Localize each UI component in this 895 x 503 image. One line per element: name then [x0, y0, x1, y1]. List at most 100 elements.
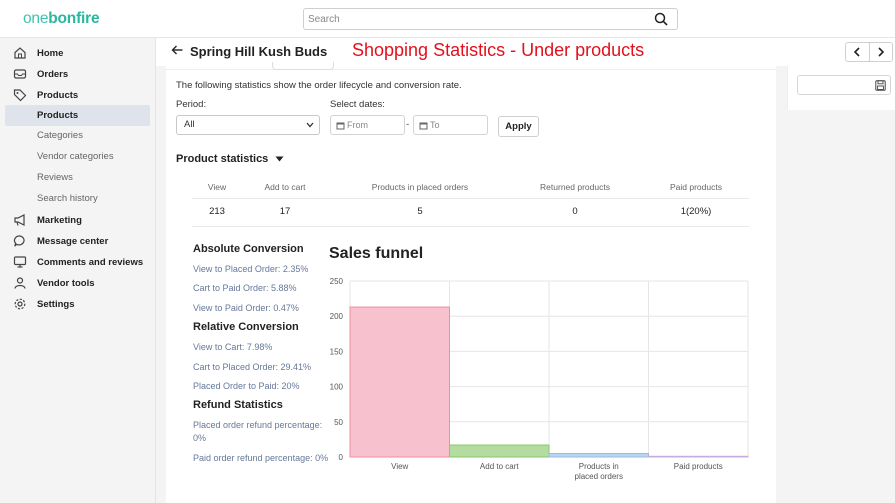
table-header-view: View	[207, 182, 227, 192]
search-box	[303, 8, 678, 30]
x-tick-label: Paid products	[674, 462, 723, 471]
user-icon	[14, 277, 26, 289]
megaphone-icon	[14, 214, 25, 226]
y-tick-label: 200	[330, 312, 344, 321]
chevron-down-icon	[306, 122, 314, 128]
panel-divider	[166, 66, 776, 70]
relative-conversion-title: Relative Conversion	[193, 321, 299, 333]
search-icon[interactable]	[654, 12, 668, 26]
x-tick-label: placed orders	[575, 472, 623, 481]
calendar-icon	[336, 122, 345, 130]
sidebar-subitem-search-history[interactable]: Search history	[37, 193, 98, 204]
chevron-right-icon	[878, 47, 884, 57]
gear-icon	[14, 298, 26, 310]
right-sidebar-background	[787, 110, 895, 503]
sidebar-item-label: Home	[37, 47, 64, 59]
table-cell-paid-products: 1(20%)	[680, 206, 712, 217]
sidebar-item-vendor-tools[interactable]: Vendor tools	[0, 273, 156, 293]
apply-button[interactable]: Apply	[498, 116, 539, 137]
sidebar-item-comments-and-reviews[interactable]: Comments and reviews	[0, 252, 156, 272]
chat-icon	[13, 235, 25, 247]
refund-statistics-item: Paid order refund percentage: 0%	[193, 453, 329, 463]
x-tick-label: Products in	[579, 462, 619, 471]
sidebar-item-message-center[interactable]: Message center	[0, 231, 156, 251]
y-tick-label: 50	[334, 418, 343, 427]
overlay-caption: Shopping Statistics - Under products	[352, 40, 645, 60]
sidebar-item-label: Settings	[37, 298, 75, 310]
previous-button[interactable]	[846, 43, 870, 61]
page-title: Spring Hill Kush Buds	[190, 44, 328, 59]
x-tick-label: View	[391, 462, 408, 471]
y-tick-label: 100	[330, 383, 344, 392]
sidebar-item-label: Vendor tools	[37, 277, 95, 289]
search-input[interactable]	[304, 9, 634, 30]
sidebar-subitem-products[interactable]: Products	[5, 105, 150, 126]
sidebar-subitem-vendor-categories[interactable]: Vendor categories	[37, 151, 114, 162]
select-dates-label: Select dates:	[330, 99, 385, 110]
monitor-icon	[13, 256, 27, 268]
sidebar-item-label: Products	[37, 89, 79, 101]
table-cell-add-to-cart: 17	[279, 206, 291, 217]
product-statistics-title[interactable]: Product statistics	[176, 153, 269, 165]
content-gutter	[776, 66, 787, 503]
table-cell-view: 213	[209, 206, 225, 217]
table-divider	[192, 226, 749, 227]
back-arrow-icon[interactable]	[170, 43, 184, 57]
y-tick-label: 250	[330, 277, 344, 286]
sidebar-subitem-label: Products	[37, 110, 79, 121]
table-divider	[192, 198, 749, 199]
tag-icon	[13, 89, 27, 102]
absolute-conversion-item: Cart to Paid Order: 5.88%	[193, 283, 297, 293]
date-to-input[interactable]	[430, 118, 485, 132]
absolute-conversion-item: View to Placed Order: 2.35%	[193, 264, 309, 274]
date-from-field	[330, 115, 405, 135]
absolute-conversion-item: View to Paid Order: 0.47%	[193, 303, 299, 313]
bar-add-to-cart	[449, 444, 550, 458]
relative-conversion-item: View to Cart: 7.98%	[193, 342, 273, 352]
table-cell-returned-products: 0	[572, 206, 578, 217]
relative-conversion-item: Placed Order to Paid: 20%	[193, 381, 300, 391]
period-select-value: All	[184, 119, 195, 130]
sidebar-item-label: Orders	[37, 68, 69, 80]
prev-next-navigation	[845, 42, 893, 62]
date-separator: -	[406, 119, 410, 130]
inbox-icon	[13, 69, 27, 79]
right-panel-field[interactable]	[797, 75, 891, 95]
sidebar-item-settings[interactable]: Settings	[0, 294, 156, 314]
bar-paid-products	[648, 455, 749, 458]
top-bar: onebonfire	[0, 0, 895, 38]
sidebar-item-orders[interactable]: Orders	[0, 64, 156, 84]
sidebar-item-marketing[interactable]: Marketing	[0, 210, 156, 230]
calendar-icon	[419, 122, 428, 130]
sidebar-item-label: Message center	[37, 235, 109, 247]
next-button[interactable]	[870, 43, 893, 61]
sidebar-subitem-categories[interactable]: Categories	[37, 130, 83, 141]
save-icon[interactable]	[875, 80, 886, 91]
tab-stub	[272, 62, 334, 70]
relative-conversion-item: Cart to Placed Order: 29.41%	[193, 362, 312, 372]
period-label: Period:	[176, 99, 207, 110]
sidebar-item-home[interactable]: Home	[0, 43, 156, 63]
table-header-add-to-cart: Add to cart	[264, 182, 306, 192]
statistics-description: The following statistics show the order …	[176, 80, 462, 91]
logo[interactable]: onebonfire	[23, 10, 100, 27]
sidebar-item-products[interactable]: Products	[0, 85, 156, 105]
refund-statistics-title: Refund Statistics	[193, 399, 283, 411]
date-from-input[interactable]	[347, 118, 402, 132]
table-header-products-in-placed-orders: Products in placed orders	[371, 182, 469, 192]
sidebar-subitem-reviews[interactable]: Reviews	[37, 172, 73, 183]
main-panel	[166, 66, 776, 503]
y-tick-label: 0	[339, 453, 344, 462]
absolute-conversion-title: Absolute Conversion	[193, 243, 304, 255]
sidebar-item-label: Comments and reviews	[37, 256, 144, 268]
caret-down-icon[interactable]	[275, 156, 284, 162]
sales-funnel-chart: 0 50 100 150 200 250 View Add to cart Products i…	[330, 277, 749, 481]
table-cell-products-in-placed-orders: 5	[417, 206, 423, 217]
bar-products-in-placed-orders	[548, 452, 649, 458]
sidebar-item-label: Marketing	[37, 214, 82, 226]
chevron-left-icon	[854, 47, 860, 57]
y-tick-label: 150	[330, 347, 344, 356]
period-select[interactable]: All	[176, 115, 320, 135]
x-tick-label: Add to cart	[480, 462, 519, 471]
bar-view	[349, 306, 450, 458]
